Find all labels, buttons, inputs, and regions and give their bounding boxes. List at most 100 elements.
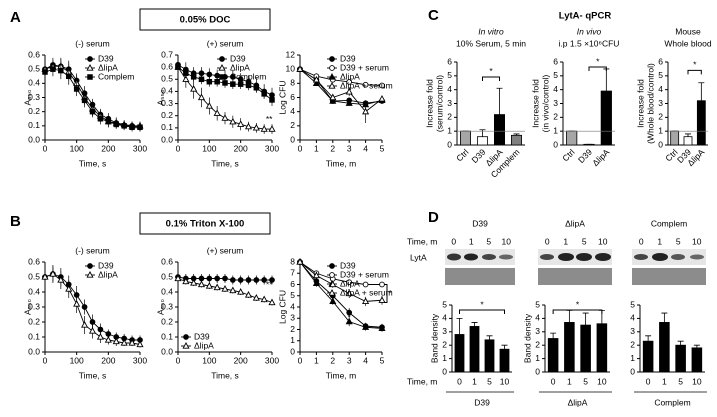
bar (459, 130, 471, 146)
marker (269, 277, 275, 283)
bar (670, 130, 680, 146)
y-axis-label: A₅₅₀ (22, 299, 32, 316)
header-box (139, 212, 271, 235)
series-line (299, 68, 383, 113)
y-tick-label: 0 (658, 139, 663, 149)
annotation: * (480, 299, 484, 309)
y-tick-label: 1 (535, 353, 540, 363)
y-tick-label: 0.1 (28, 331, 40, 341)
stain (538, 268, 612, 285)
marker (120, 339, 128, 346)
y-tick-label: 0.2 (28, 106, 40, 116)
x-tick-label: 5 (678, 376, 683, 386)
y-tick-label: 0.4 (28, 78, 40, 88)
blot-time: 1 (657, 236, 662, 246)
y-tick-label: 0.3 (28, 92, 40, 102)
marker (268, 298, 276, 306)
marker (362, 107, 370, 115)
marker (260, 125, 268, 132)
panel-label: D (428, 209, 439, 226)
legend-label: ΔlipA + serum (340, 287, 393, 297)
y-tick-label: 6 (290, 279, 295, 289)
y-tick-label: 2 (290, 324, 295, 334)
chart-title: ΔlipA (565, 218, 585, 228)
annotation: * (596, 56, 600, 66)
y-axis-label: (serum/control) (434, 75, 444, 132)
error-bar (645, 335, 652, 342)
x-tick-label: 5 (487, 376, 492, 386)
marker (269, 97, 275, 103)
x-tick-label: 1 (314, 143, 319, 153)
x-tick-label: 0 (176, 355, 181, 365)
blot-band (558, 253, 574, 261)
marker (252, 294, 260, 301)
marker (205, 102, 213, 109)
y-tick-label: 0.7 (161, 49, 173, 59)
y-axis-label: Increase fold (635, 79, 645, 128)
marker (345, 99, 353, 106)
blot-band (499, 254, 513, 260)
chart-title: D39 (472, 218, 488, 228)
marker (378, 296, 386, 303)
legend-marker (183, 334, 189, 340)
legend-label: ΔlipA + serum (340, 80, 393, 90)
marker (214, 78, 220, 85)
marker (65, 73, 72, 79)
legend-marker (328, 289, 336, 296)
x-tick-label: 300 (133, 355, 147, 365)
chart-subtitle: In vivo (577, 26, 602, 36)
blot-time: 0 (639, 236, 644, 246)
marker (137, 124, 143, 130)
legend-label: D39 (230, 53, 246, 63)
marker (205, 282, 213, 289)
x-tick-label: 100 (70, 355, 84, 365)
series-line (299, 261, 383, 329)
blot-time: 10 (692, 236, 702, 246)
y-tick-label: 1 (290, 335, 295, 345)
x-tick-label: 0 (176, 143, 181, 153)
bar-time-label: Time, m (407, 376, 437, 386)
marker (49, 270, 57, 277)
marker (245, 82, 252, 89)
y-tick-label: 3 (630, 326, 635, 336)
y-tick-label: 4 (553, 84, 558, 94)
chart-subtitle: 10% Serum, 5 min (456, 38, 526, 48)
blot-time: 5 (676, 236, 681, 246)
marker (261, 91, 267, 97)
blot-time: 0 (545, 236, 550, 246)
bar (510, 134, 522, 146)
marker (268, 125, 276, 132)
y-tick-label: 0.2 (28, 316, 40, 326)
marker (128, 339, 136, 346)
error-bar (582, 312, 589, 326)
y-tick-label: 0.3 (161, 301, 173, 311)
y-tick-label: 4 (535, 313, 540, 323)
y-tick-label: 0.5 (161, 74, 173, 84)
error-bar (496, 87, 503, 115)
x-tick-label: 100 (202, 355, 216, 365)
bracket (459, 309, 505, 314)
y-tick-label: 4 (658, 84, 663, 94)
chart-subtitle: i.p 1.5 ×10⁶CFU (559, 38, 620, 48)
marker (244, 291, 253, 298)
chart-subtitle: In vitro (478, 26, 504, 36)
marker (104, 336, 112, 343)
bar (469, 326, 480, 373)
blot-protein-label: LytA (410, 252, 427, 262)
marker (237, 277, 244, 283)
x-tick-label: 300 (265, 143, 279, 153)
y-tick-label: 4 (290, 301, 295, 311)
bracket (687, 69, 702, 75)
y-tick-label: 0.5 (28, 271, 40, 281)
y-tick-label: 2 (553, 112, 558, 122)
chart-title: Complem (651, 218, 687, 228)
x-tick-label: 2 (330, 355, 335, 365)
annotation: * (348, 85, 352, 95)
marker (206, 275, 213, 282)
marker (345, 87, 353, 95)
x-tick-label: 10 (597, 376, 607, 386)
marker (190, 279, 198, 286)
annotation: ** (266, 280, 273, 290)
legend-label: D39 + serum (340, 269, 389, 279)
y-tick-label: 1 (553, 125, 558, 135)
